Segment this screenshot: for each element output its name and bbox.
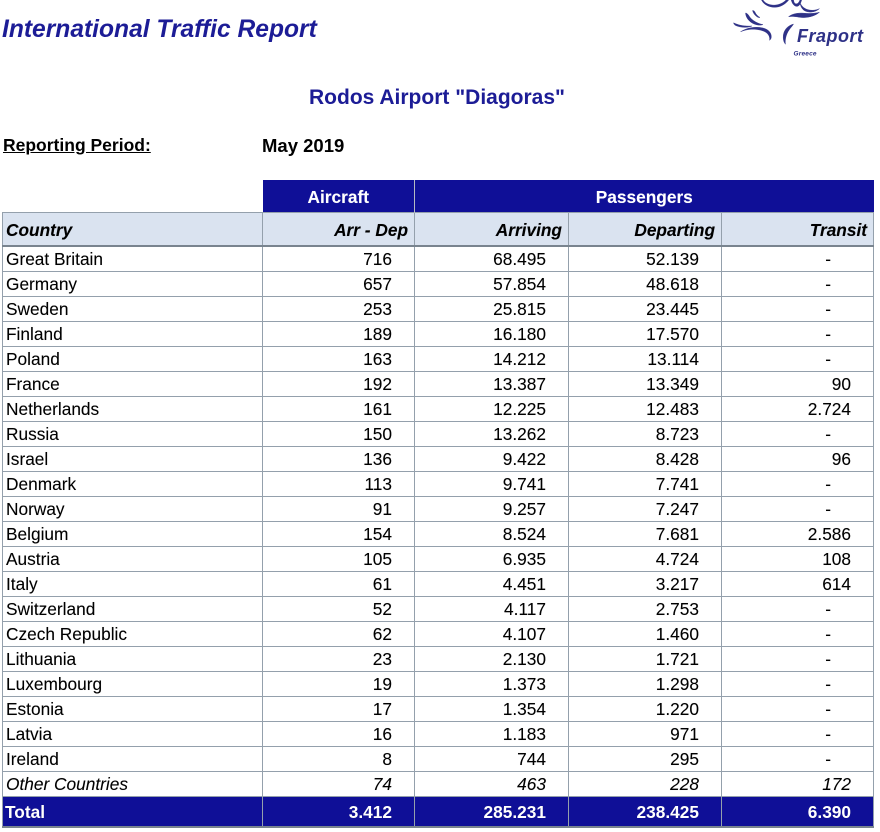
svg-text:Greece: Greece <box>794 51 817 58</box>
svg-text:Fraport: Fraport <box>797 26 864 46</box>
